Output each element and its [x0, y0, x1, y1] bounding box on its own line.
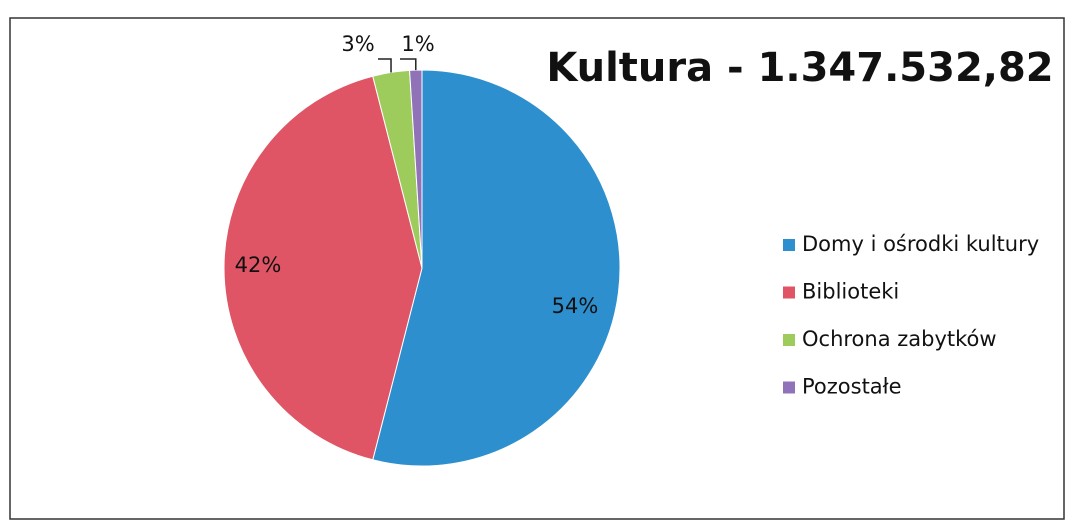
- data-label: 1%: [401, 32, 434, 56]
- data-label: 54%: [552, 294, 599, 318]
- pie-slice: [223, 75, 423, 461]
- leader-line: [400, 58, 417, 71]
- legend-swatch: [783, 334, 795, 346]
- legend-label: Domy i ośrodki kultury: [802, 232, 1039, 256]
- legend-swatch: [783, 381, 795, 394]
- pie-slice: [372, 69, 621, 467]
- legend-label: Biblioteki: [802, 280, 899, 304]
- data-label: 3%: [341, 32, 374, 56]
- legend-label: Ochrona zabytków: [802, 327, 997, 351]
- legend-swatch: [783, 239, 795, 251]
- chart-title: Kultura - 1.347.532,82 zł: [546, 45, 1069, 91]
- legend-label: Pozostałe: [802, 375, 902, 399]
- leader-line: [378, 58, 392, 73]
- data-label: 42%: [235, 253, 282, 277]
- legend-swatch: [783, 286, 795, 299]
